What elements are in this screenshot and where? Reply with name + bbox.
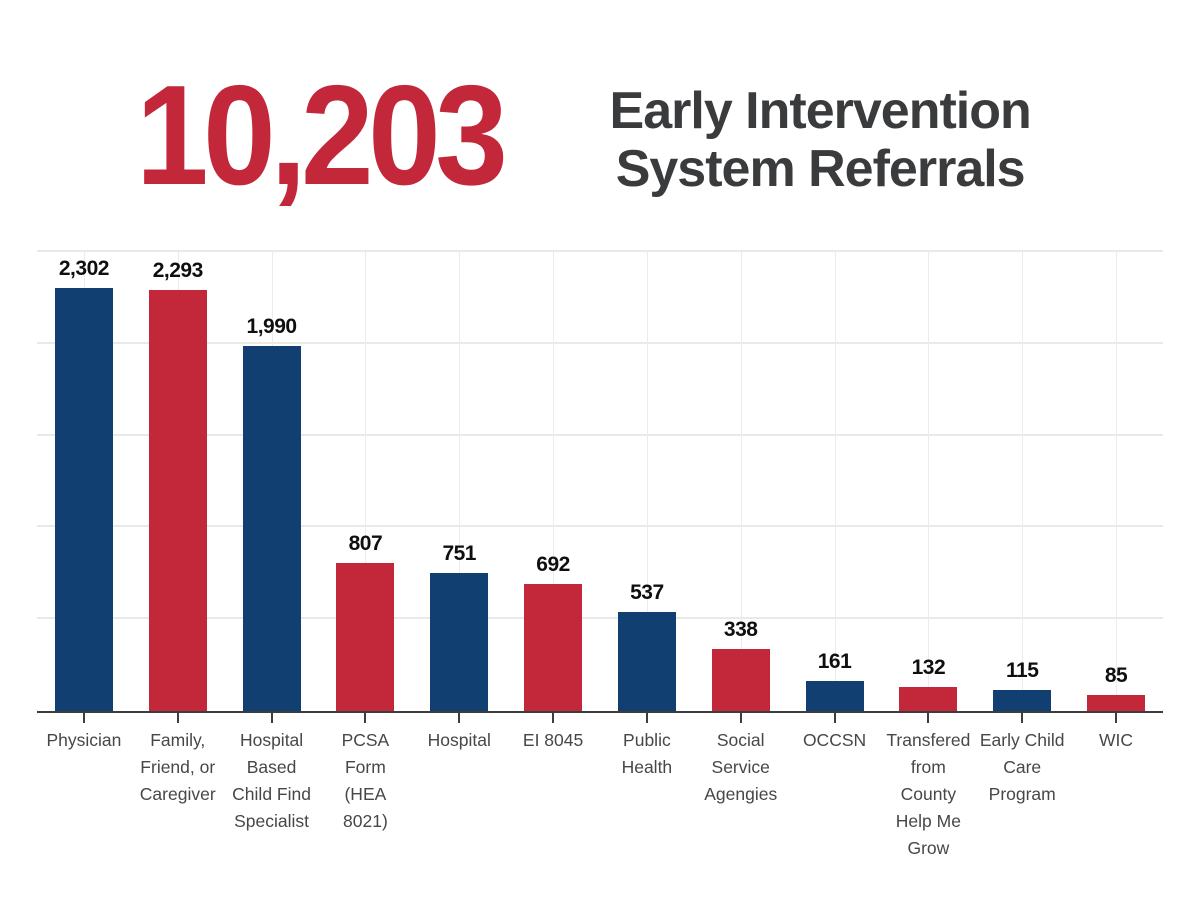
axis-tick xyxy=(176,711,179,723)
value-label: 161 xyxy=(817,650,852,674)
axis-tick xyxy=(364,711,367,723)
bar xyxy=(54,288,113,711)
value-label: 537 xyxy=(630,581,664,605)
category-label: Early Child Care Program xyxy=(979,730,1065,804)
bar xyxy=(430,573,489,711)
gridline-500 xyxy=(37,617,1163,620)
category-label: Hospital Based Child Find Specialist xyxy=(232,730,311,831)
value-label: 1,990 xyxy=(246,314,298,338)
axis-tick xyxy=(645,711,648,723)
bar-group: 692 xyxy=(506,252,600,723)
bar xyxy=(242,345,301,711)
category-label: Public Health xyxy=(621,730,673,777)
category-label: Physician xyxy=(46,730,122,750)
value-label: 807 xyxy=(348,531,383,555)
axis-tick xyxy=(270,711,273,723)
value-label: 85 xyxy=(1104,664,1128,688)
value-label: 338 xyxy=(723,617,758,641)
vertical-gridline xyxy=(646,252,648,711)
vertical-gridline xyxy=(459,252,461,711)
axis-tick xyxy=(1115,711,1118,723)
bar-group: 161 xyxy=(788,252,882,723)
category-label: Transfered from County Help Me Grow xyxy=(886,730,971,858)
gridline-1500 xyxy=(37,433,1163,436)
axis-tick xyxy=(1021,711,1024,723)
category-label: Family, Friend, or Caregiver xyxy=(139,730,216,804)
bar xyxy=(524,583,583,711)
vertical-gridline xyxy=(1116,252,1118,711)
value-label: 2,302 xyxy=(58,257,110,281)
value-label: 115 xyxy=(1005,658,1039,682)
vertical-gridline xyxy=(1022,252,1024,711)
bar-group: 2,293 xyxy=(131,252,225,723)
vertical-gridline xyxy=(553,252,555,711)
bar-chart: 2,302 2,293 1,990 807 751 692 537 338 161 132 115 8… xyxy=(37,250,1163,862)
gridline-1000 xyxy=(37,525,1163,528)
axis-tick xyxy=(552,711,555,723)
category-label: Hospital xyxy=(427,730,491,750)
value-label: 692 xyxy=(536,552,570,576)
bar xyxy=(617,612,676,711)
vertical-gridline xyxy=(834,252,836,711)
axis-tick xyxy=(927,711,930,723)
category-label: PCSA Form (HEA 8021) xyxy=(341,730,390,831)
axis-tick xyxy=(458,711,461,723)
bar-slots: 2,302 2,293 1,990 807 751 692 537 338 161 132 115 8… xyxy=(37,252,1163,723)
bar xyxy=(148,290,207,711)
bar-group: 537 xyxy=(600,252,694,723)
bar xyxy=(805,681,864,711)
value-label: 751 xyxy=(442,542,476,566)
axis-tick xyxy=(82,711,85,723)
gridline-2500 xyxy=(37,250,1163,252)
bar-group: 132 xyxy=(881,252,975,723)
bar-group: 338 xyxy=(694,252,788,723)
bar-group: 115 xyxy=(975,252,1069,723)
category-label: EI 8045 xyxy=(522,730,584,750)
vertical-gridline xyxy=(740,252,742,711)
vertical-gridline xyxy=(365,252,367,711)
bar-group: 2,302 xyxy=(37,252,131,723)
bar xyxy=(336,562,395,711)
bar-group: 807 xyxy=(318,252,412,723)
bar-group: 1,990 xyxy=(225,252,319,723)
chart-title: Early Intervention System Referrals xyxy=(609,82,1032,198)
category-label: WIC xyxy=(1099,730,1134,750)
gridline-2000 xyxy=(37,341,1163,344)
axis-tick xyxy=(833,711,836,723)
bar-group: 85 xyxy=(1069,252,1163,723)
value-label: 132 xyxy=(911,655,946,679)
category-axis-labels: Physician Family, Friend, or Caregiver Hos… xyxy=(37,727,1163,862)
bar-group: 751 xyxy=(412,252,506,723)
category-label: Social Service Agengies xyxy=(704,730,778,804)
bar xyxy=(711,648,770,711)
axis-tick xyxy=(739,711,742,723)
bar xyxy=(899,686,958,711)
total-referrals-number: 10,203 xyxy=(135,55,508,215)
bar xyxy=(1087,695,1146,711)
chart-header: 10,203 Early Intervention System Referra… xyxy=(0,58,1200,223)
bar xyxy=(993,689,1052,711)
category-label: OCCSN xyxy=(802,730,867,750)
vertical-gridline xyxy=(928,252,930,711)
plot-area: 2,302 2,293 1,990 807 751 692 537 338 161 132 115 8… xyxy=(37,250,1163,723)
value-label: 2,293 xyxy=(152,259,204,283)
